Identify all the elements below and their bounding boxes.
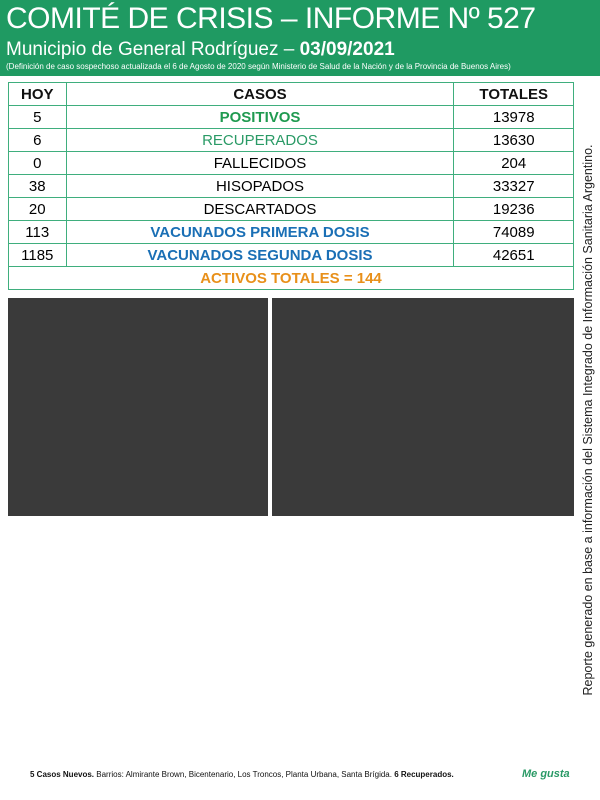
note: (Definición de caso sospechoso actualiza… [6, 62, 511, 71]
table: HOY CASOS TOTALES 5 POSITIVOS 13978 6 RECUPERAD… [8, 82, 574, 290]
footer-text: Barrios: Almirante Brown, Bicentenario, … [94, 770, 395, 779]
row: 113 VACUNADOS PRIMERA DOSIS 74089 [8, 220, 574, 244]
panel [8, 298, 268, 516]
cell: 0 [8, 151, 67, 175]
row: ACTIVOS TOTALES = 144 [8, 266, 574, 290]
cell: 13630 [453, 128, 574, 152]
cell: 33327 [453, 174, 574, 198]
subtitle: Municipio de General Rodríguez – 03/09/2… [6, 39, 395, 61]
cell: VACUNADOS SEGUNDA DOSIS [65, 243, 455, 267]
cell: POSITIVOS [65, 105, 455, 129]
row: 38 HISOPADOS 33327 [8, 174, 574, 198]
logo: Me gusta [522, 768, 570, 780]
cell: 113 [8, 220, 67, 244]
row: 1185 VACUNADOS SEGUNDA DOSIS 42651 [8, 243, 574, 267]
cell: 20 [8, 197, 67, 221]
header: COMITÉ DE CRISIS – INFORME Nº 527 Munici… [0, 0, 600, 76]
cell: RECUPERADOS [65, 128, 455, 152]
cell: 6 [8, 128, 67, 152]
subtitle-text: Municipio de General Rodríguez – [6, 39, 300, 60]
total-cell: ACTIVOS TOTALES = 144 [8, 266, 574, 290]
charts: Distribución por Sexo50%50%VaronesMujere… [8, 298, 574, 516]
title: COMITÉ DE CRISIS – INFORME Nº 527 [6, 2, 536, 35]
row: 5 POSITIVOS 13978 [8, 105, 574, 129]
column-header: HOY [8, 82, 67, 106]
column-header: TOTALES [453, 82, 574, 106]
cell: 5 [8, 105, 67, 129]
row: 6 RECUPERADOS 13630 [8, 128, 574, 152]
date: 03/09/2021 [299, 39, 395, 60]
row: 20 DESCARTADOS 19236 [8, 197, 574, 221]
side-note: Reporte generado en base a información d… [581, 144, 595, 696]
cell: FALLECIDOS [65, 151, 455, 175]
cell: 13978 [453, 105, 574, 129]
cell: 1185 [8, 243, 67, 267]
footer: 5 Casos Nuevos. Barrios: Almirante Brown… [30, 770, 454, 779]
cell: VACUNADOS PRIMERA DOSIS [65, 220, 455, 244]
footer-bold: 5 Casos Nuevos. [30, 770, 95, 779]
cell: 74089 [453, 220, 574, 244]
row: 0 FALLECIDOS 204 [8, 151, 574, 175]
header-row: HOY CASOS TOTALES [8, 82, 574, 106]
cell: 19236 [453, 197, 574, 221]
column-header: CASOS [65, 82, 455, 106]
cell: 204 [453, 151, 574, 175]
panel [272, 298, 574, 516]
cell: DESCARTADOS [65, 197, 455, 221]
cell: 38 [8, 174, 67, 198]
cell: HISOPADOS [65, 174, 455, 198]
footer-bold: 6 Recuperados. [394, 770, 454, 779]
cell: 42651 [453, 243, 574, 267]
